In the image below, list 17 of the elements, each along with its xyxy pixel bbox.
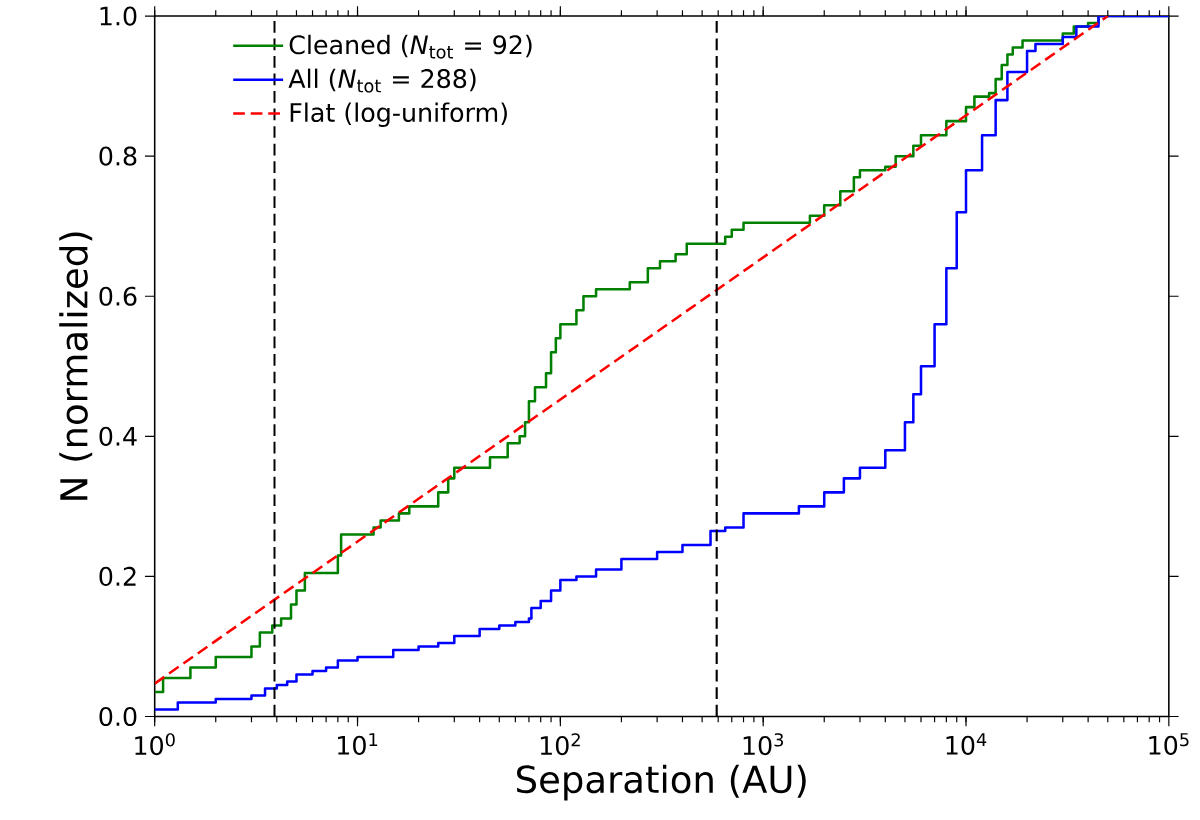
- y-axis-title: N (normalized): [59, 232, 93, 500]
- legend-label: Cleaned (N$_{tot}$ = 92): [289, 34, 532, 59]
- y-tick-label: 0.8: [99, 146, 137, 166]
- legend-label: Flat (log-uniform): [290, 102, 507, 128]
- x-axis-title: Separation (AU): [517, 764, 806, 801]
- x-tick-label: 10$^{0}$: [135, 733, 175, 756]
- x-tick-label: 10$^{5}$: [1149, 733, 1189, 756]
- x-tick-label: 10$^{2}$: [540, 733, 580, 756]
- x-tick-label: 10$^{3}$: [743, 733, 784, 756]
- legend-label: All (N$_{tot}$ = 288): [288, 68, 476, 93]
- y-tick-label: 0.2: [99, 566, 136, 587]
- x-tick-label: 10$^{4}$: [946, 733, 987, 756]
- y-tick-label: 0.0: [99, 707, 137, 727]
- x-tick-label: 10$^{1}$: [338, 733, 378, 756]
- y-tick-label: 1.0: [100, 6, 137, 26]
- y-tick-label: 0.6: [99, 286, 137, 306]
- y-tick-label: 0.4: [99, 426, 137, 447]
